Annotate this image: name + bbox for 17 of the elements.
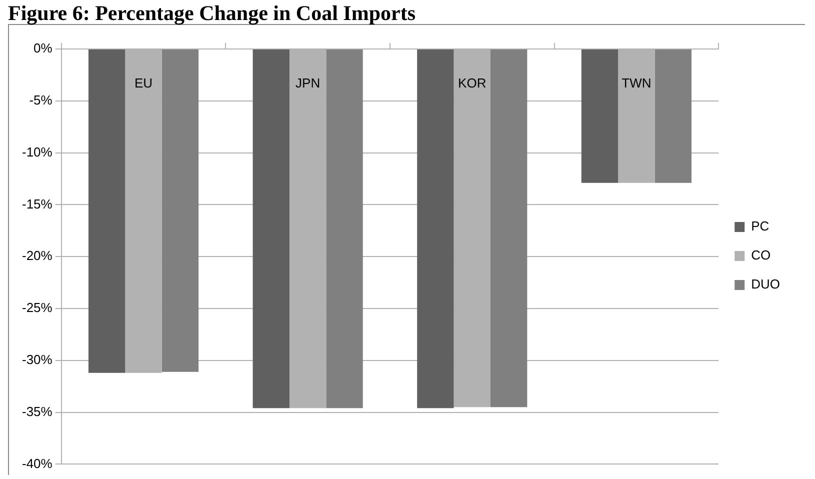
legend-label: DUO xyxy=(751,276,780,292)
y-tick-label: -15% xyxy=(22,196,53,212)
legend-label: PC xyxy=(751,218,770,234)
y-tick-label: -35% xyxy=(22,404,53,419)
x-tick-label: JPN xyxy=(296,76,320,91)
x-tick-label: TWN xyxy=(622,76,652,91)
y-tick-label: -5% xyxy=(29,92,53,108)
y-tick-label: -10% xyxy=(22,144,53,160)
chart-title: Figure 6: Percentage Change in Coal Imports xyxy=(8,1,417,25)
y-tick-label: -30% xyxy=(22,352,53,367)
y-tick-label: -40% xyxy=(22,456,53,471)
y-tick-label: 0% xyxy=(34,40,53,56)
x-tick-label: EU xyxy=(134,76,153,91)
y-tick-label: -25% xyxy=(22,300,53,316)
x-tick-label: KOR xyxy=(458,76,486,91)
y-tick-label: -20% xyxy=(22,248,53,264)
legend-label: CO xyxy=(751,248,771,263)
